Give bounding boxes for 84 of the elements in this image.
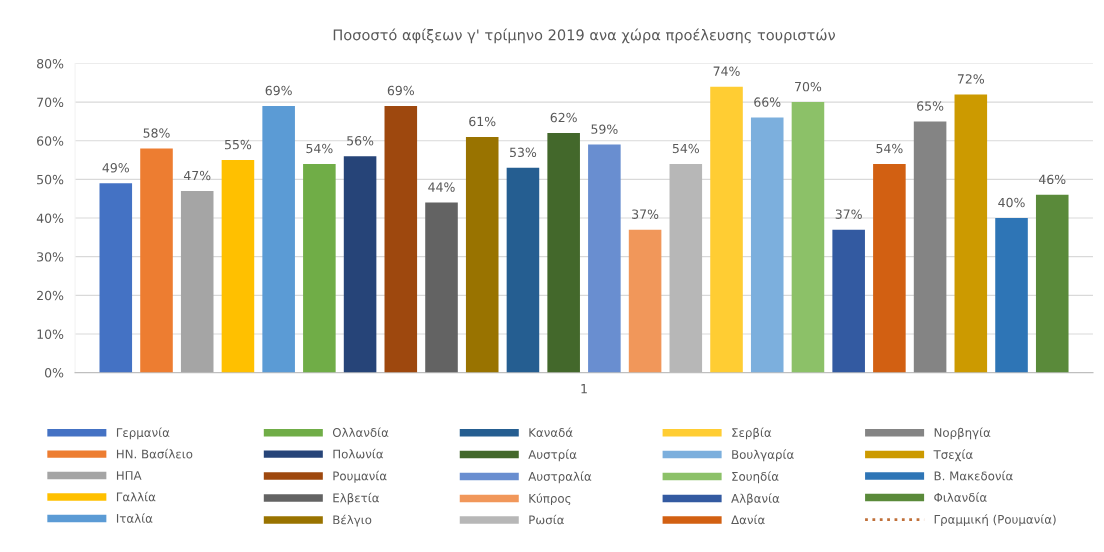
data-label: 44% — [428, 182, 455, 192]
legend-label: Ρωσία — [529, 514, 564, 525]
data-label: 56% — [347, 136, 374, 146]
bar — [140, 148, 173, 373]
legend-label: Ολλανδία — [332, 427, 389, 437]
bar — [995, 218, 1028, 373]
bar — [425, 202, 458, 373]
legend-label: Καναδά — [529, 427, 573, 437]
legend-label: Γραμμική (Ρουμανία) — [934, 514, 1056, 527]
y-tick-label: 40% — [36, 213, 64, 223]
legend-label: Πολωνία — [333, 448, 384, 459]
bar — [791, 102, 825, 373]
y-tick-label: 0% — [44, 368, 64, 378]
legend-label: Β. Μακεδονία — [934, 470, 1013, 481]
data-label: 53% — [510, 147, 537, 158]
bar — [913, 121, 947, 373]
data-label: 61% — [469, 116, 496, 127]
legend-label: Φιλανδία — [934, 492, 987, 502]
x-tick-label: 1 — [581, 384, 587, 394]
bar — [180, 190, 214, 373]
bar — [669, 163, 703, 373]
data-label: 62% — [550, 112, 577, 123]
legend-label: Ελβετία — [333, 492, 379, 505]
data-label: 54% — [306, 143, 333, 154]
data-label: 58% — [143, 128, 170, 138]
bar — [832, 229, 865, 373]
y-tick-label: 10% — [37, 329, 64, 339]
data-label: 65% — [917, 101, 944, 111]
data-label: 40% — [998, 197, 1025, 208]
chart-title: Ποσοστό αφίξεων γ' τρίμηνο 2019 ανα χώρα προέλευσης τουριστών — [333, 28, 836, 44]
legend-label: Βέλγιο — [333, 514, 372, 527]
bar — [954, 94, 988, 373]
legend-label: ΗΝ. Βασίλειο — [116, 448, 193, 459]
bar — [384, 105, 418, 373]
y-tick-label: 20% — [37, 290, 64, 301]
legend-label: Αλβανία — [731, 493, 780, 506]
bar — [710, 86, 743, 373]
legend-label: Τσεχία — [933, 449, 973, 462]
bar — [873, 163, 906, 373]
data-label: 47% — [183, 170, 211, 181]
bar — [588, 144, 621, 373]
legend-label: Γαλλία — [116, 491, 156, 502]
bar — [465, 136, 499, 373]
data-label: 55% — [225, 139, 252, 150]
bar — [547, 133, 580, 373]
bar — [99, 183, 133, 373]
legend-label: Σουηδία — [732, 471, 779, 484]
data-label: 37% — [835, 209, 862, 219]
bar — [262, 105, 295, 373]
bar — [221, 160, 255, 373]
y-tick-label: 70% — [37, 97, 64, 108]
data-label: 70% — [795, 81, 822, 92]
legend-label: Αυστραλία — [528, 471, 592, 484]
bar — [628, 229, 662, 373]
legend-label: Νορβηγία — [934, 427, 991, 440]
y-tick-label: 60% — [37, 136, 64, 146]
bar — [506, 167, 540, 373]
legend-label: Αυστρία — [528, 449, 577, 462]
bar — [343, 156, 377, 373]
data-label: 72% — [957, 74, 985, 84]
legend-label: Ιταλία — [116, 513, 153, 523]
legend-label: Σερβία — [732, 427, 772, 440]
data-label: 46% — [1038, 174, 1066, 185]
data-label: 69% — [265, 85, 292, 96]
data-label: 49% — [102, 163, 129, 173]
data-label: 74% — [713, 66, 740, 76]
legend-label: Γερμανία — [116, 427, 170, 440]
data-label: 66% — [754, 97, 781, 107]
data-label: 59% — [591, 124, 618, 134]
data-label: 37% — [632, 209, 659, 219]
data-label: 69% — [387, 85, 414, 96]
data-label: 54% — [876, 143, 903, 154]
legend-label: Ρουμανία — [333, 470, 387, 483]
legend-label: Βουλγαρία — [732, 449, 794, 462]
data-label: 54% — [672, 143, 700, 154]
y-tick-label: 80% — [37, 58, 64, 69]
legend-label: Κύπρος — [529, 493, 571, 506]
bar — [750, 117, 784, 373]
legend-label: ΗΠΑ — [116, 471, 142, 480]
bar — [1035, 194, 1069, 373]
bar — [303, 163, 336, 373]
legend-label: Δανία — [731, 514, 765, 525]
y-tick-label: 50% — [37, 174, 64, 185]
y-tick-label: 30% — [37, 252, 64, 262]
